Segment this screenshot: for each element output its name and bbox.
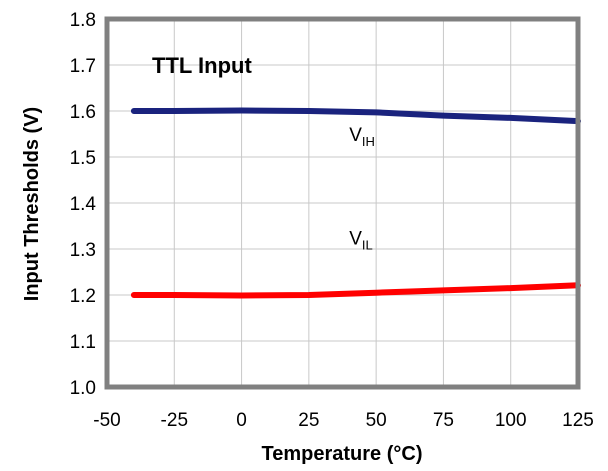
- y-tick-label: 1.0: [70, 378, 96, 399]
- x-axis-title: Temperature (°C): [262, 443, 423, 465]
- y-tick-label: 1.7: [70, 56, 96, 77]
- y-tick-label: 1.3: [70, 240, 96, 261]
- x-tick-label: 25: [298, 410, 319, 431]
- series-label-vil: VIL: [349, 228, 373, 252]
- x-tick-label: 0: [236, 410, 247, 431]
- series-line-vih: [130, 107, 581, 125]
- chart-title: TTL Input: [152, 53, 252, 78]
- series-line-vil: [130, 282, 581, 299]
- series-label-main: V: [349, 125, 362, 146]
- x-tick-label: 50: [366, 410, 387, 431]
- x-tick-label: -25: [161, 410, 188, 431]
- series-label-main: V: [349, 228, 362, 249]
- series-label-subscript: IL: [362, 237, 373, 252]
- y-tick-labels: 1.0 1.1 1.2 1.3 1.4 1.5 1.6 1.7 1.8: [70, 10, 97, 399]
- y-tick-label: 1.5: [70, 148, 96, 169]
- x-tick-label: -50: [93, 410, 120, 431]
- x-tick-labels: -50 -25 0 25 50 75 100 125: [93, 410, 594, 431]
- plot-frame: [104, 16, 581, 390]
- y-tick-label: 1.6: [70, 102, 96, 123]
- y-tick-label: 1.1: [70, 332, 96, 353]
- x-tick-label: 100: [495, 410, 527, 431]
- series-lines: [130, 107, 581, 299]
- y-tick-label: 1.2: [70, 286, 96, 307]
- y-axis-title: Input Thresholds (V): [21, 107, 43, 301]
- x-tick-label: 125: [562, 410, 594, 431]
- series-label-vih: VIH: [349, 125, 375, 149]
- y-tick-label: 1.4: [70, 194, 97, 215]
- series-label-subscript: IH: [362, 134, 375, 149]
- x-tick-label: 75: [433, 410, 454, 431]
- y-tick-label: 1.8: [70, 10, 96, 31]
